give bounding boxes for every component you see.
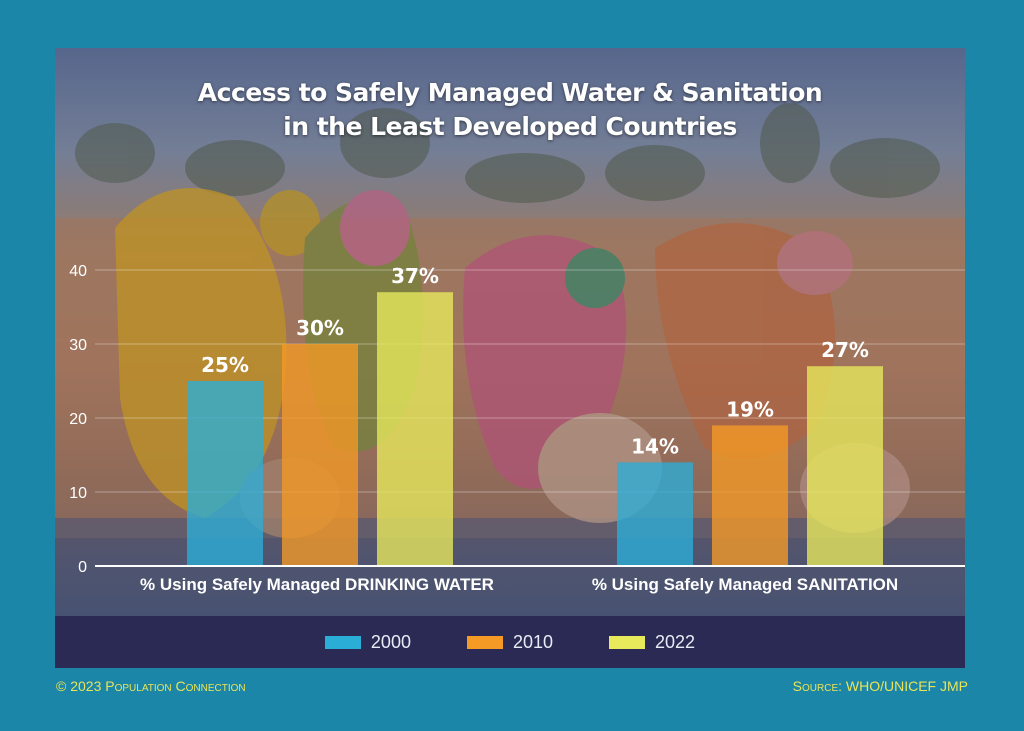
- bar-chart: 0 10 20 30 40 25% 14% 30% 19% 37% 27% % Using Safel…: [69, 263, 965, 594]
- legend-swatch-2010: [466, 635, 503, 649]
- legend-swatch-2022: [609, 635, 646, 649]
- y-tick-label-30: 30: [69, 337, 87, 354]
- copyright-symbol: ©: [56, 678, 67, 694]
- category-label-0: % Using Safely Managed DRINKING WATER: [140, 575, 494, 594]
- bar-2022-0: [377, 292, 453, 566]
- bar-2000-0: [187, 381, 263, 566]
- data-label-2010-0: 30%: [296, 316, 344, 340]
- legend-item-2010: 2010: [466, 631, 554, 653]
- legend-item-2022: 2022: [609, 632, 695, 653]
- copyright-org: Population Connection: [105, 678, 246, 694]
- bar-2022-1: [807, 366, 883, 566]
- bar-2000-1: [617, 462, 693, 566]
- chart-frame: 0 10 20 30 40 25% 14% 30% 19% 37% 27% % Using Safel…: [55, 48, 965, 668]
- data-label-2022-0: 37%: [391, 264, 439, 288]
- legend-label-2010: 2010: [512, 631, 554, 652]
- copyright-notice: © 2023 Population Connection: [56, 678, 246, 694]
- legend-item-2000: 2000: [324, 631, 411, 653]
- y-tick-label-0: 0: [78, 559, 87, 576]
- chart-title-line-2: in the Least Developed Countries: [283, 112, 737, 141]
- background-photo: 0 10 20 30 40 25% 14% 30% 19% 37% 27% % Using Safel…: [55, 48, 965, 616]
- chart-title: Access to Safely Managed Water & Sanitat…: [55, 76, 965, 144]
- data-label-2000-1: 14%: [631, 434, 679, 458]
- category-label-1: % Using Safely Managed SANITATION: [592, 575, 898, 594]
- legend-swatch-2000: [324, 635, 361, 649]
- bar-2010-0: [282, 344, 358, 566]
- source-label: Source:: [792, 678, 842, 694]
- source-value: WHO/UNICEF JMP: [845, 678, 968, 694]
- data-label-2010-1: 19%: [726, 397, 774, 421]
- source-credit: Source: WHO/UNICEF JMP: [793, 678, 968, 694]
- bar-2010-1: [712, 425, 788, 566]
- data-label-2000-0: 25%: [201, 353, 249, 377]
- y-tick-label-10: 10: [69, 485, 87, 502]
- chart-title-line-1: Access to Safely Managed Water & Sanitat…: [197, 78, 823, 107]
- legend-label-2000: 2000: [370, 631, 411, 652]
- data-label-2022-1: 27%: [821, 338, 869, 362]
- copyright-year: 2023: [70, 678, 102, 694]
- legend-label-2022: 2022: [655, 631, 696, 652]
- y-tick-label-20: 20: [69, 411, 87, 428]
- y-tick-label-40: 40: [69, 263, 87, 280]
- chart-legend: 2000 2010 2022: [55, 616, 965, 668]
